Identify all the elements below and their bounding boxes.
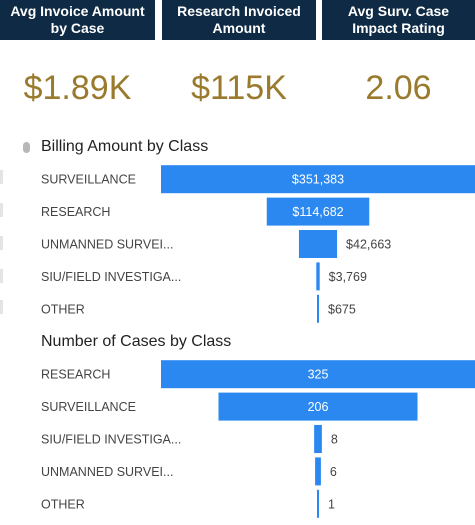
data-label: $3,769 xyxy=(329,270,367,284)
kpi-label: Research Invoiced Amount xyxy=(177,3,301,36)
category-label: OTHER xyxy=(41,302,85,316)
funnel-bar[interactable] xyxy=(317,489,319,518)
data-label: $114,682 xyxy=(292,205,343,219)
kpi-label: Avg Surv. Case Impact Rating xyxy=(347,3,450,36)
category-label: OTHER xyxy=(41,497,85,511)
data-label: 206 xyxy=(308,400,329,414)
category-label: SIU/FIELD INVESTIGA... xyxy=(41,433,181,447)
data-label: 6 xyxy=(330,465,337,479)
chart-title-cases: Number of Cases by Class xyxy=(41,333,232,350)
scroll-edge-marker xyxy=(0,170,3,184)
funnel-bar[interactable] xyxy=(161,360,475,389)
data-label: $42,663 xyxy=(346,238,391,252)
data-label: $675 xyxy=(328,302,356,316)
kpi-card-avg-surv-rating: Avg Surv. Case Impact Rating xyxy=(322,0,475,40)
scroll-edge-marker xyxy=(0,236,3,250)
data-label: 8 xyxy=(331,433,338,447)
scroll-edge-marker xyxy=(0,269,3,283)
category-label: RESEARCH xyxy=(41,205,110,219)
funnel-bar[interactable] xyxy=(315,457,321,486)
chart-title-billing: Billing Amount by Class xyxy=(41,138,209,155)
funnel-bar[interactable] xyxy=(298,230,338,258)
kpi-label: Avg Invoice Amount by Case xyxy=(10,3,145,36)
category-label: UNMANNED SURVEI... xyxy=(41,238,173,252)
funnel-bar[interactable] xyxy=(317,294,319,323)
funnel-bar[interactable] xyxy=(161,165,475,194)
category-label: RESEARCH xyxy=(41,368,110,382)
category-label: SIU/FIELD INVESTIGA... xyxy=(41,270,181,284)
data-label: 1 xyxy=(328,497,335,511)
funnel-bar[interactable] xyxy=(266,197,370,226)
category-label: SURVEILLANCE xyxy=(41,173,136,187)
kpi-card-research-invoiced: Research Invoiced Amount xyxy=(162,0,316,40)
data-label: $351,383 xyxy=(292,173,344,187)
kpi-card-avg-invoice: Avg Invoice Amount by Case xyxy=(0,0,155,40)
funnel-bar[interactable] xyxy=(218,392,418,421)
kpi-value: $115K xyxy=(191,69,287,107)
funnel-bar[interactable] xyxy=(314,425,322,453)
scroll-edge-marker xyxy=(0,300,3,314)
drag-handle-icon[interactable] xyxy=(23,142,30,153)
kpi-value: 2.06 xyxy=(365,69,432,107)
funnel-bar[interactable] xyxy=(316,262,320,291)
scroll-edge-marker xyxy=(0,203,3,217)
data-label: 325 xyxy=(308,368,329,382)
category-label: SURVEILLANCE xyxy=(41,400,136,414)
category-label: UNMANNED SURVEI... xyxy=(41,465,173,479)
kpi-value: $1.89K xyxy=(23,69,132,107)
